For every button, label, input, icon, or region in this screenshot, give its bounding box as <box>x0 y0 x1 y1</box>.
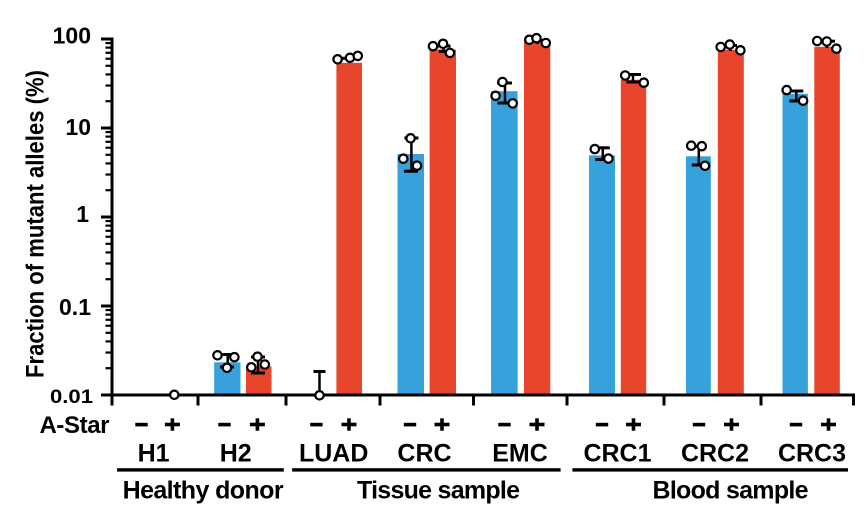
svg-text:0.01: 0.01 <box>50 387 93 408</box>
svg-text:CRC1: CRC1 <box>583 440 651 468</box>
svg-text:100: 100 <box>53 23 91 49</box>
svg-text:LUAD: LUAD <box>299 440 368 468</box>
svg-text:H2: H2 <box>220 440 252 468</box>
svg-text:Tissue sample: Tissue sample <box>357 477 520 505</box>
svg-text:EMC: EMC <box>492 440 548 468</box>
svg-text:CRC2: CRC2 <box>681 440 749 468</box>
svg-text:Blood sample: Blood sample <box>653 477 809 505</box>
svg-text:10: 10 <box>65 114 91 140</box>
svg-text:A-Star: A-Star <box>40 412 110 439</box>
svg-text:Healthy donor: Healthy donor <box>123 477 284 505</box>
svg-text:1: 1 <box>76 201 89 227</box>
svg-text:CRC: CRC <box>397 440 451 468</box>
svg-text:CRC3: CRC3 <box>778 440 846 468</box>
svg-text:Fraction of mutant alleles (%): Fraction of mutant alleles (%) <box>22 70 50 378</box>
svg-text:0.1: 0.1 <box>59 294 91 320</box>
svg-text:H1: H1 <box>138 440 170 468</box>
